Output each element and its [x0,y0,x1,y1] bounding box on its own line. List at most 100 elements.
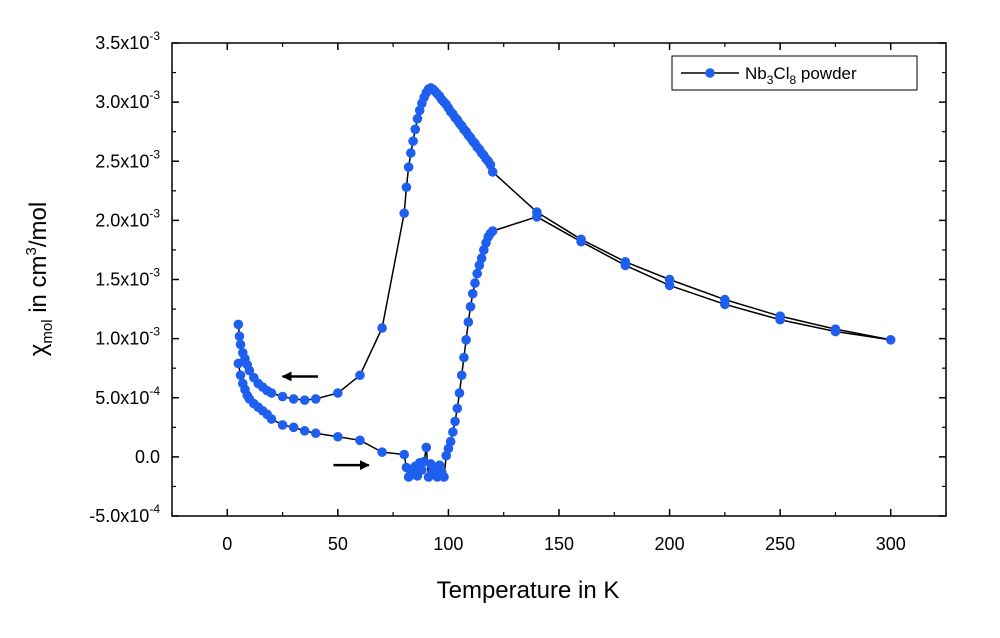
y-tick-mantissa: 2.0x10 [95,210,149,230]
y-tick-exponent: -3 [149,206,160,220]
data-point [406,148,416,158]
series-points [233,83,896,482]
data-point [399,208,410,219]
data-point [465,301,476,312]
y-tick-label: 0.0 [135,447,160,467]
data-point [299,426,310,436]
x-axis-ticks: 0 50 100 150 200 250 300 [171,43,947,554]
data-point [266,388,277,398]
data-point [576,236,586,247]
y-axis-title-sub: mol [39,319,56,343]
x-tick-label: 150 [544,534,574,554]
data-point [885,335,896,345]
y-axis-title: χmol in cm3/mol [23,202,56,356]
y-tick-exponent: -4 [149,384,160,398]
x-tick-label: 50 [328,534,348,554]
y-tick-exponent: -3 [149,147,160,161]
data-point [403,162,414,172]
data-point [244,365,255,376]
y-tick-label: 1.0x10-3 [95,325,160,349]
x-axis-title: Temperature in K [437,577,620,604]
data-point [472,268,482,279]
legend-label-part3: powder [796,64,857,83]
legend-marker [705,68,715,78]
data-point [463,317,474,327]
y-tick-label: 3.5x10-3 [95,29,160,53]
y-tick-exponent: -3 [149,266,160,280]
data-point [448,427,458,437]
data-point [454,388,465,398]
series-line [237,87,892,478]
data-point [401,462,412,473]
data-point [459,352,469,363]
data-point [355,370,365,381]
data-point [423,472,434,482]
y-tick-mantissa: 3.5x10 [95,33,149,53]
data-point [277,420,288,430]
data-point [452,403,463,414]
annotation-arrows [281,371,370,471]
y-tick-label: 1.5x10-3 [95,266,160,290]
data-point [377,323,387,333]
legend-box [671,55,918,91]
data-point [467,288,478,299]
y-axis-title-sup: 3 [23,247,40,255]
legend-label-sub1: 3 [767,73,774,87]
data-point [403,472,414,482]
data-point [355,435,365,446]
y-axis-ticks: -5.0x10-40.05.0x10-41.0x10-31.5x10-32.0x… [89,29,946,526]
data-point [333,431,343,442]
data-point [479,245,489,255]
data-point [288,394,299,404]
x-tick-label: 0 [222,534,232,554]
data-point [775,314,785,325]
data-point [333,388,343,398]
data-point [470,278,480,288]
data-point [412,113,423,124]
data-point [450,416,460,427]
data-point [441,450,452,461]
data-point [830,326,841,337]
legend-label: Nb3Cl8 powder [745,64,857,87]
y-tick-mantissa: 1.0x10 [95,329,149,349]
data-point [532,212,542,222]
x-tick-label: 300 [876,534,906,554]
data-point [237,378,248,389]
data-point [235,370,246,381]
legend: Nb3Cl8 powder [671,55,918,91]
y-tick-exponent: -3 [149,29,160,43]
data-point [277,391,288,402]
data-point [310,428,321,439]
data-point [299,395,310,405]
y-tick-mantissa: 5.0x10 [95,388,149,408]
y-tick-mantissa: -5.0x10 [89,506,149,526]
y-tick-mantissa: 3.0x10 [95,92,149,112]
data-point [235,339,246,350]
x-tick-label: 200 [655,534,685,554]
data-point [408,136,418,146]
x-tick-label: 100 [433,534,463,554]
y-axis-title-suffix: /mol [25,202,52,247]
y-axis-title-middle: in cm [25,255,52,319]
data-point [399,449,410,460]
data-point [620,260,631,271]
data-point [664,280,675,291]
y-tick-label: 3.0x10-3 [95,88,160,112]
data-point [310,394,321,404]
y-tick-label: 2.5x10-3 [95,147,160,171]
y-tick-label: 2.0x10-3 [95,206,160,230]
data-point [461,335,471,345]
y-tick-mantissa: 0.0 [135,447,160,467]
y-axis-title-prefix: χ [25,343,52,356]
legend-label-sub2: 8 [789,73,796,87]
data-point [401,182,412,193]
y-tick-label: -5.0x10-4 [89,502,160,526]
y-tick-exponent: -4 [149,502,160,516]
data-point [233,319,244,330]
data-point [421,442,432,453]
plot-frame [171,42,947,517]
legend-label-part2: Cl [773,64,789,83]
data-point [456,370,467,381]
data-point [288,422,299,433]
